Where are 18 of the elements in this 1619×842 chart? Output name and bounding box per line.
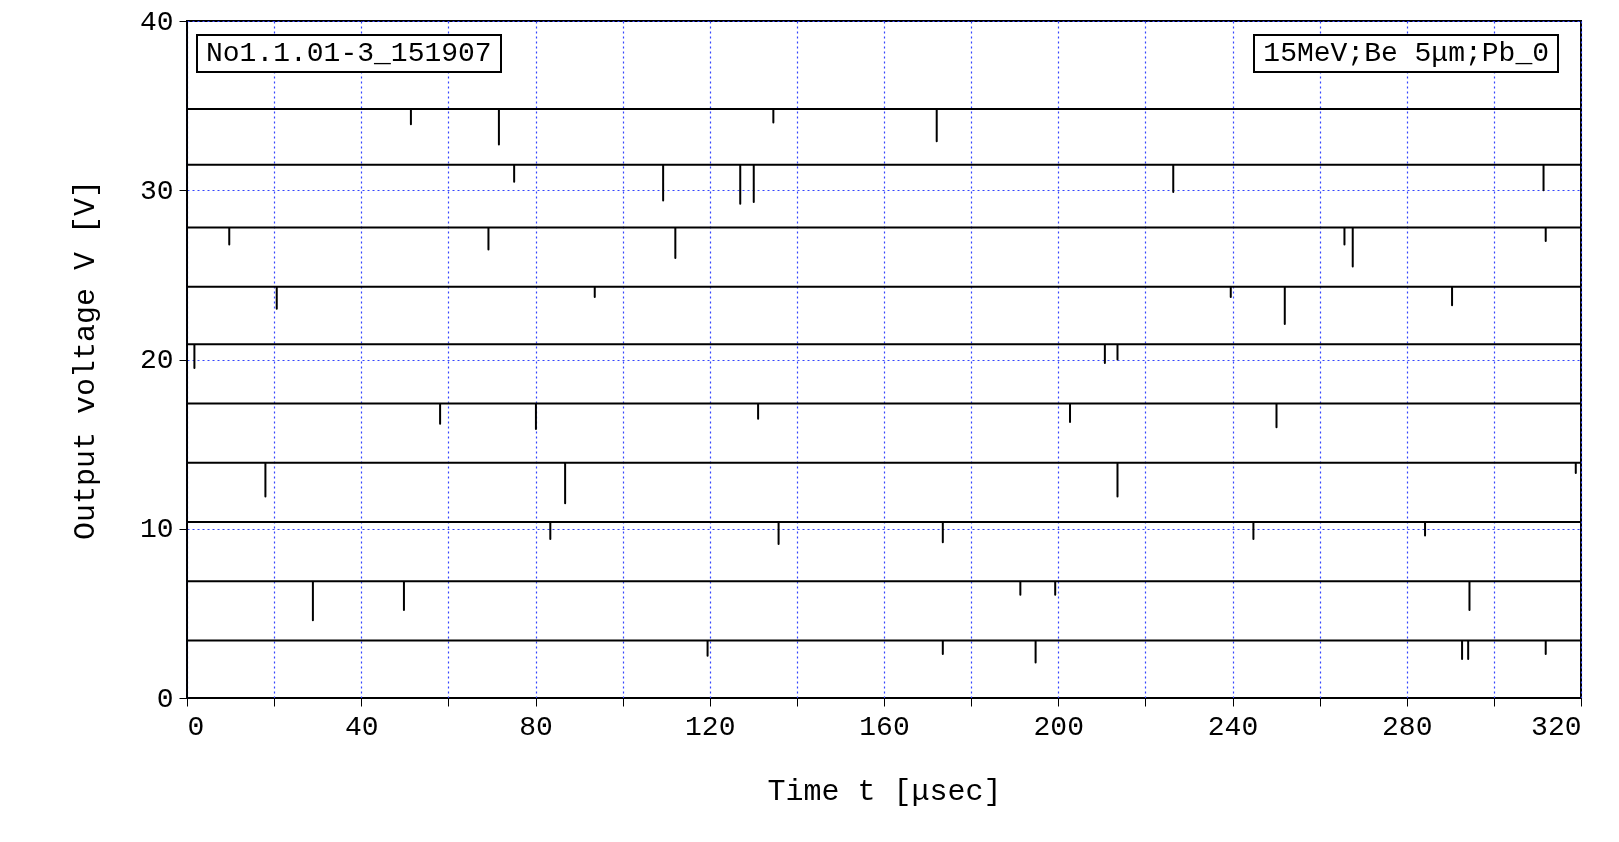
x-tick-label: 40 <box>344 711 379 743</box>
x-tick-label: 0 <box>187 711 205 743</box>
x-tick-label: 80 <box>519 711 553 743</box>
x-tick-label: 160 <box>859 711 910 743</box>
annotation: No1.1.01-3_151907 <box>196 34 502 73</box>
x-tick-label: 120 <box>685 711 736 743</box>
annotation: 15MeV;Be 5μm;Pb_0 <box>1253 34 1559 73</box>
y-tick-label: 0 <box>156 683 174 715</box>
y-tick-label: 10 <box>139 514 174 546</box>
x-tick-label: 280 <box>1382 711 1433 743</box>
x-tick-label: 240 <box>1207 711 1259 743</box>
x-axis-title: Time t [μsec] <box>767 774 1002 809</box>
y-tick-label: 30 <box>139 175 174 207</box>
x-tick-label: 200 <box>1033 711 1084 743</box>
x-tick-label: 320 <box>1531 711 1582 743</box>
y-tick-label: 20 <box>139 345 174 376</box>
y-tick-label: 40 <box>139 6 174 38</box>
y-axis-title: Output voltage V [V] <box>68 179 103 541</box>
